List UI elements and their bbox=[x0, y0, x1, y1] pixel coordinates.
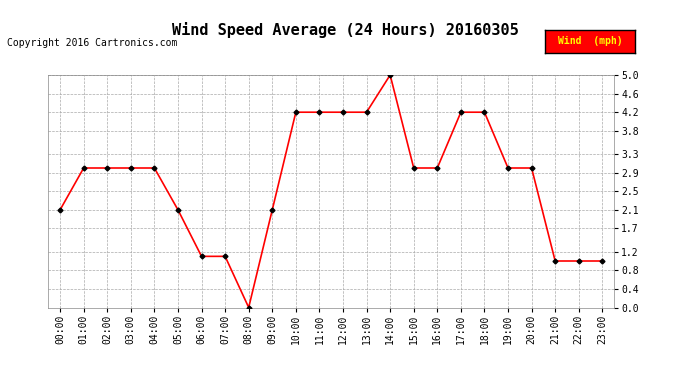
Text: Copyright 2016 Cartronics.com: Copyright 2016 Cartronics.com bbox=[7, 38, 177, 48]
Text: Wind Speed Average (24 Hours) 20160305: Wind Speed Average (24 Hours) 20160305 bbox=[172, 22, 518, 39]
Text: Wind  (mph): Wind (mph) bbox=[558, 36, 622, 46]
